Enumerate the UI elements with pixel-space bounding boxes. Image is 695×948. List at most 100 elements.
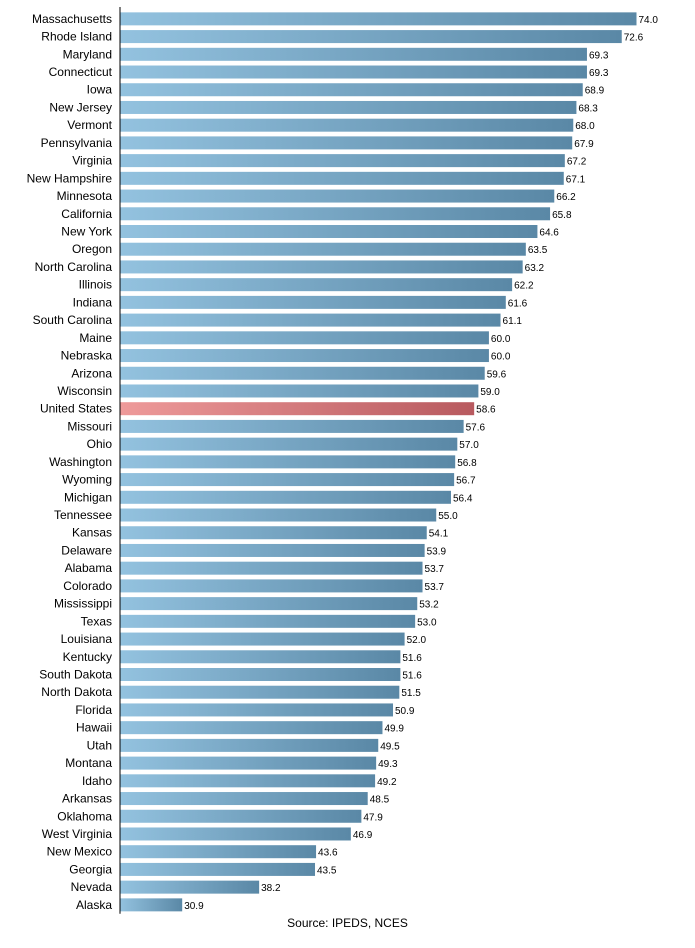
value-label: 56.8	[457, 458, 477, 469]
bars-group: Massachusetts 74.0 Rhode Island 72.6 Marylan…	[27, 12, 659, 912]
bar	[120, 225, 538, 238]
value-label: 55.0	[438, 511, 458, 522]
category-label: Alaska	[76, 898, 112, 912]
category-label: Colorado	[63, 579, 112, 593]
category-label: Delaware	[61, 543, 112, 557]
value-label: 68.0	[575, 121, 595, 132]
bar	[120, 614, 416, 628]
value-label: 53.7	[425, 582, 445, 593]
category-label: Nebraska	[61, 349, 113, 363]
category-label: West Virginia	[42, 827, 113, 841]
value-label: 68.3	[578, 103, 598, 114]
category-label: North Carolina	[35, 260, 113, 274]
value-label: 53.9	[427, 546, 447, 557]
bar	[120, 65, 587, 79]
bar	[120, 792, 368, 806]
category-label: Maine	[79, 331, 112, 345]
bar	[120, 242, 526, 256]
value-label: 61.1	[503, 316, 523, 327]
bar	[120, 526, 427, 540]
value-label: 62.2	[514, 281, 534, 292]
bar	[120, 313, 501, 327]
value-label: 49.9	[384, 724, 404, 735]
value-label: 48.5	[370, 795, 390, 806]
value-label: 52.0	[407, 635, 427, 646]
bar	[120, 632, 405, 646]
bar	[120, 207, 551, 221]
value-label: 68.9	[585, 86, 605, 97]
category-label: Florida	[75, 703, 112, 717]
bar	[120, 455, 456, 469]
bar	[120, 898, 183, 912]
value-label: 64.6	[539, 228, 559, 239]
bar	[120, 349, 489, 363]
bar	[120, 561, 423, 575]
bar	[120, 827, 351, 841]
category-label: Wisconsin	[57, 384, 112, 398]
value-label: 69.3	[589, 50, 609, 61]
bar	[120, 845, 317, 859]
value-label: 49.5	[380, 741, 400, 752]
category-label: California	[61, 207, 112, 221]
bar	[120, 490, 451, 504]
value-label: 46.9	[353, 830, 373, 841]
bar	[120, 579, 423, 593]
category-label: Georgia	[69, 862, 112, 876]
category-label: New Mexico	[47, 845, 113, 859]
value-label: 59.6	[487, 369, 507, 380]
category-label: Connecticut	[49, 65, 113, 79]
bar	[120, 100, 577, 114]
bar	[120, 597, 418, 611]
value-label: 51.6	[402, 671, 422, 682]
bar	[120, 703, 394, 717]
category-label: Kansas	[72, 526, 112, 540]
value-label: 61.6	[508, 298, 528, 309]
value-label: 72.6	[624, 33, 644, 44]
bar	[120, 862, 316, 876]
value-label: 57.0	[459, 440, 479, 451]
category-label: Arkansas	[62, 792, 112, 806]
bar	[120, 136, 573, 150]
value-label: 53.7	[425, 564, 445, 575]
category-label: Missouri	[67, 419, 112, 433]
value-label: 63.5	[528, 245, 548, 256]
category-label: South Carolina	[33, 313, 113, 327]
category-label: Vermont	[67, 118, 112, 132]
bar	[120, 668, 401, 681]
value-label: 51.5	[401, 688, 421, 699]
value-label: 59.0	[480, 387, 500, 398]
category-label: Alabama	[65, 561, 113, 575]
value-label: 65.8	[552, 210, 572, 221]
bar	[120, 685, 400, 699]
bar	[120, 295, 506, 309]
category-label: Michigan	[64, 490, 112, 504]
bar	[120, 384, 479, 398]
category-label: Ohio	[87, 437, 113, 451]
value-label: 50.9	[395, 706, 415, 717]
source-note: Source: IPEDS, NCES	[287, 916, 408, 930]
value-label: 67.2	[567, 157, 587, 168]
bar	[120, 419, 464, 433]
value-label: 69.3	[589, 68, 609, 79]
bar	[120, 260, 523, 274]
bar	[120, 30, 622, 44]
category-label: Idaho	[82, 774, 112, 788]
category-label: Tennessee	[54, 508, 112, 522]
category-label: Mississippi	[54, 597, 112, 611]
value-label: 60.0	[491, 334, 511, 345]
value-label: 51.6	[402, 653, 422, 664]
value-label: 53.0	[417, 617, 437, 628]
category-label: Oregon	[72, 242, 112, 256]
bar	[120, 12, 637, 26]
bar	[120, 543, 425, 557]
value-label: 38.2	[261, 883, 281, 894]
category-label: South Dakota	[39, 668, 112, 682]
category-label: Louisiana	[61, 632, 113, 646]
bar	[120, 83, 583, 97]
category-label: Oklahoma	[57, 809, 112, 823]
bar	[120, 366, 485, 380]
bar	[120, 118, 574, 132]
category-label: United States	[40, 402, 112, 416]
value-label: 63.2	[525, 263, 545, 274]
